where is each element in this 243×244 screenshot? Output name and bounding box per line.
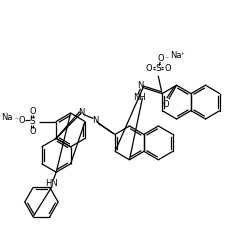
Text: ⁻: ⁻	[14, 118, 18, 123]
Text: O: O	[158, 54, 165, 63]
Text: S: S	[155, 64, 161, 73]
Text: N: N	[78, 108, 85, 117]
Text: O: O	[145, 64, 152, 73]
Text: HN: HN	[45, 179, 58, 188]
Text: O: O	[29, 127, 36, 136]
Text: O: O	[163, 100, 169, 109]
Text: S: S	[30, 117, 35, 126]
Text: Na: Na	[170, 51, 182, 60]
Text: N: N	[92, 116, 99, 125]
Text: N: N	[137, 81, 144, 90]
Text: ⁻: ⁻	[164, 56, 168, 62]
Text: O: O	[18, 116, 25, 125]
Text: NH: NH	[133, 93, 146, 102]
Text: Na: Na	[1, 113, 13, 122]
Text: ⁺: ⁺	[181, 53, 185, 59]
Text: O: O	[165, 64, 171, 73]
Text: O: O	[29, 107, 36, 116]
